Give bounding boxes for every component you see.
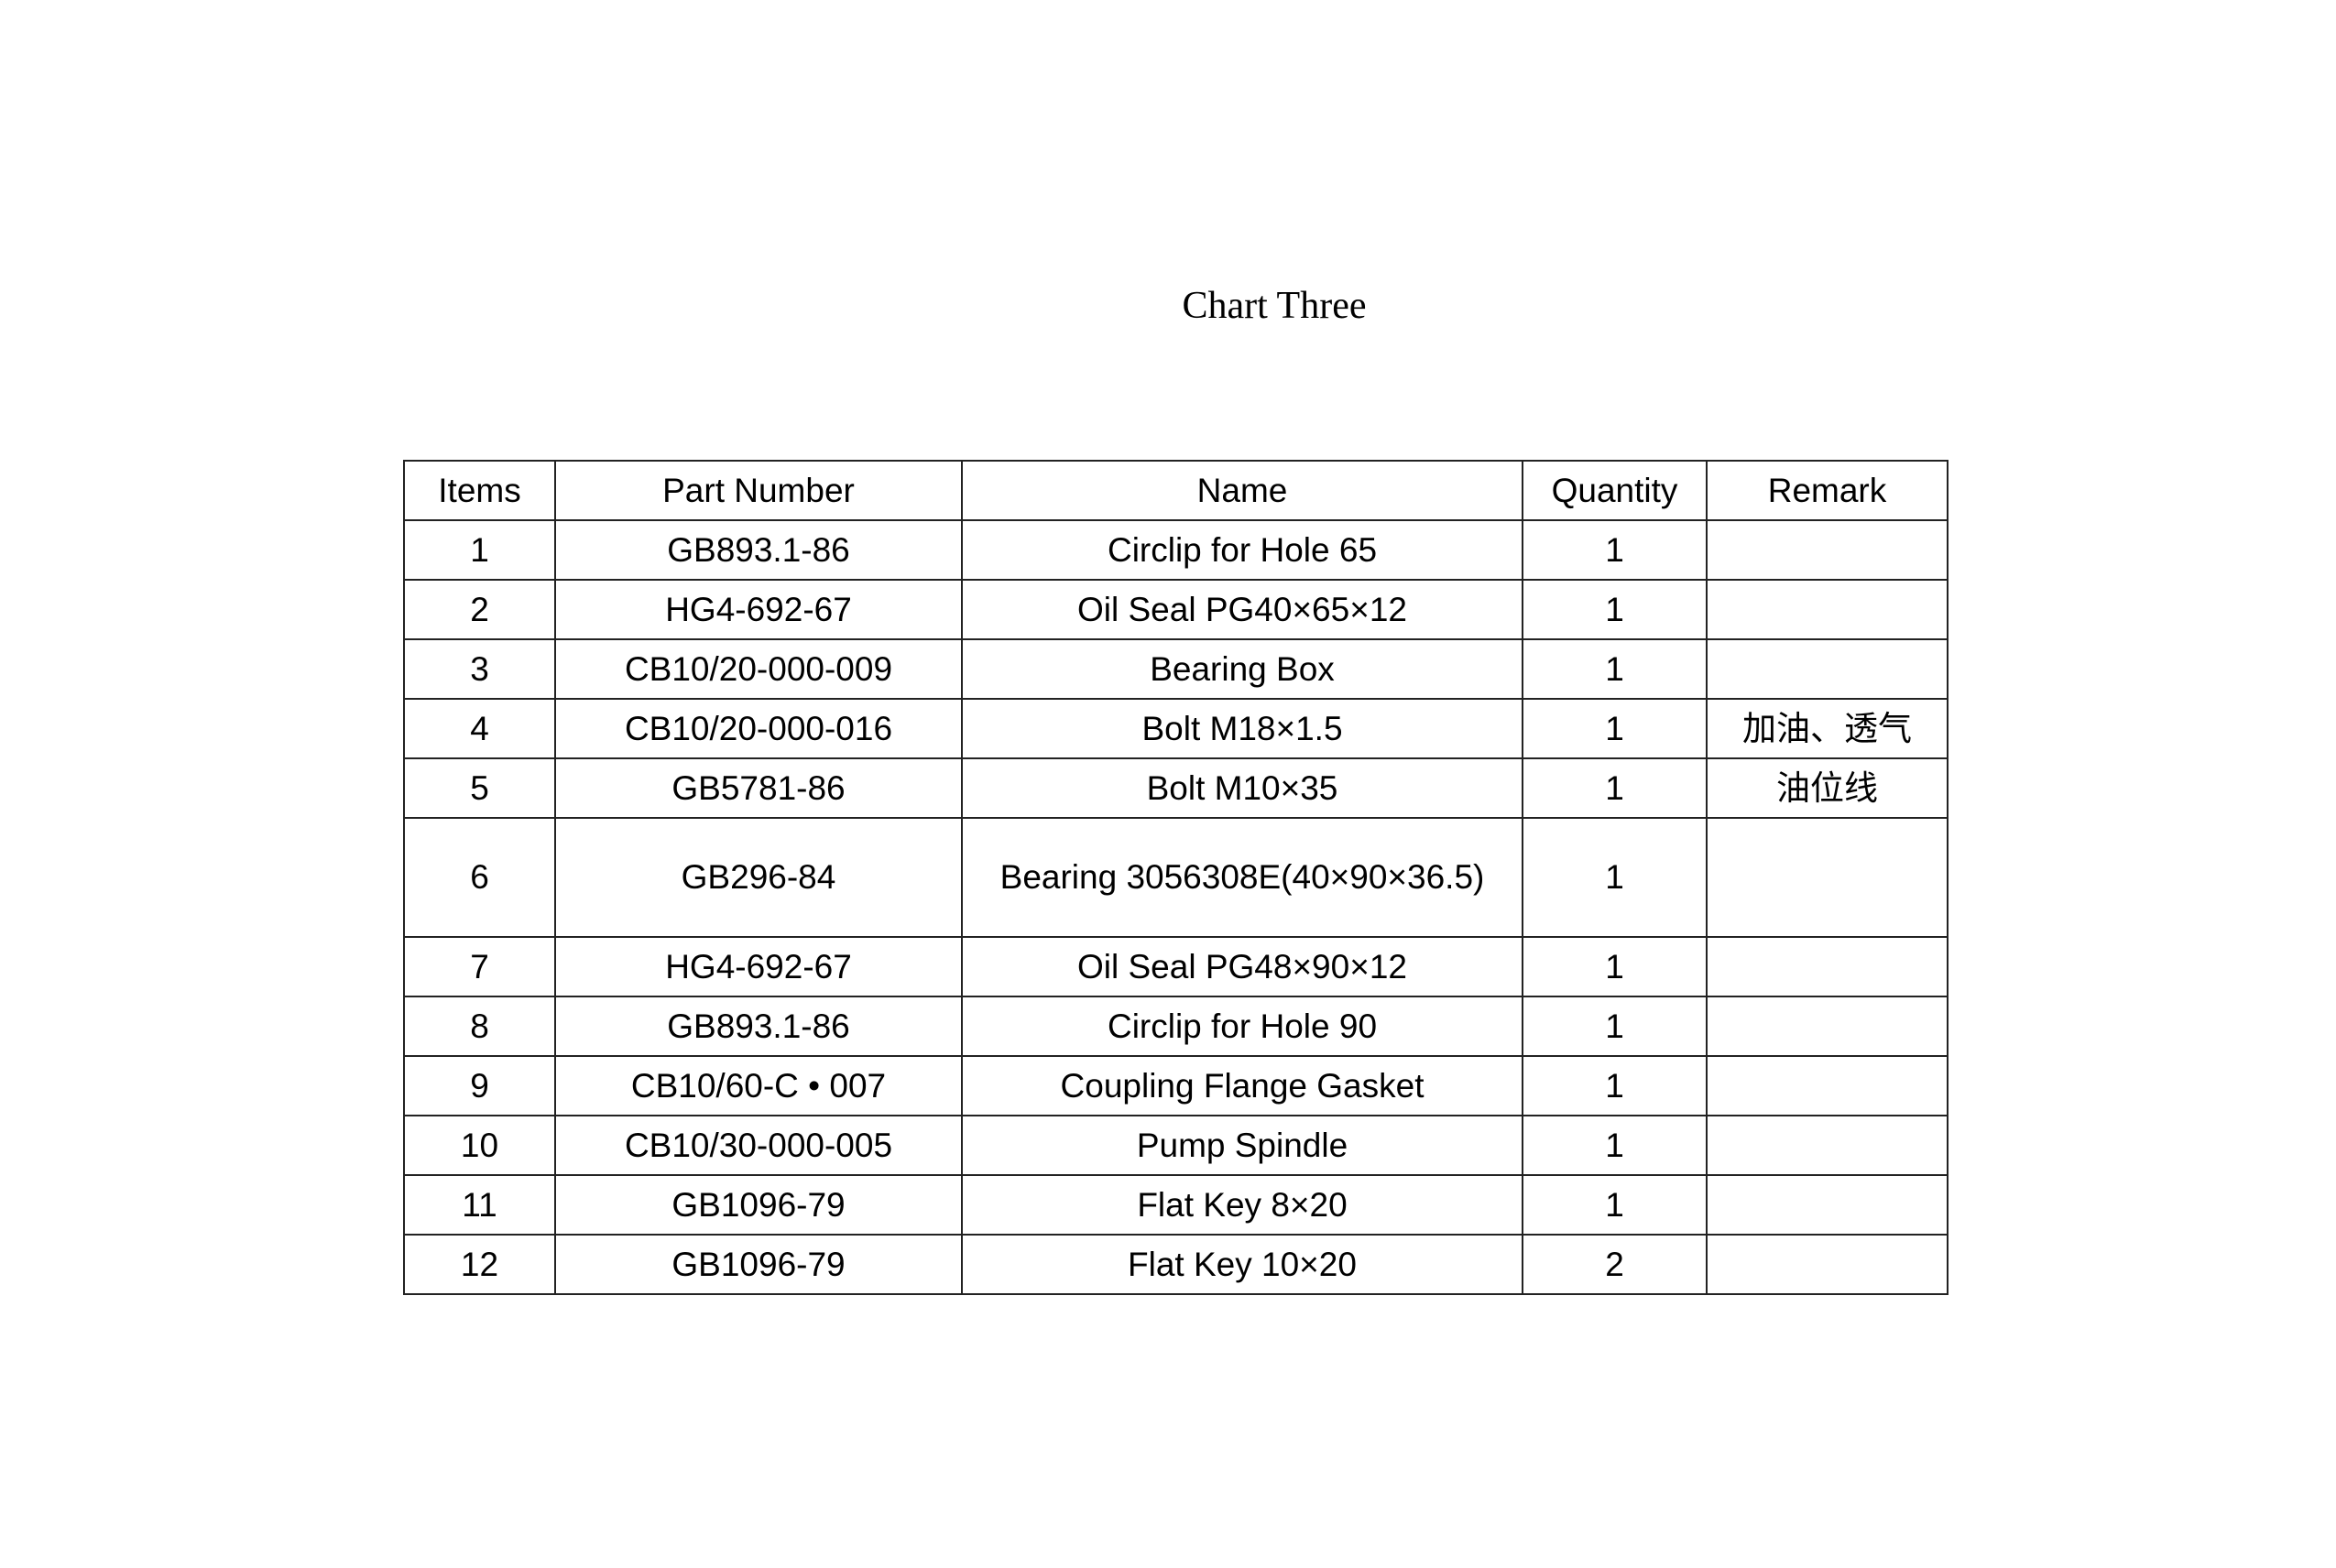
cell-item: 12 xyxy=(403,1234,556,1295)
cell-remark: 加油、透气 xyxy=(1706,698,1948,759)
cell-quantity: 1 xyxy=(1522,638,1708,700)
table-row: 9 CB10/60-C • 007 Coupling Flange Gasket 1 xyxy=(403,1055,1948,1116)
table-row: 2 HG4-692-67 Oil Seal PG40×65×12 1 xyxy=(403,579,1948,640)
header-remark: Remark xyxy=(1706,460,1948,521)
cell-item: 9 xyxy=(403,1055,556,1116)
cell-part-number: GB296-84 xyxy=(554,817,963,938)
cell-quantity: 1 xyxy=(1522,817,1708,938)
cell-quantity: 1 xyxy=(1522,579,1708,640)
cell-item: 1 xyxy=(403,519,556,581)
cell-part-number: CB10/20-000-009 xyxy=(554,638,963,700)
table-row: 1 GB893.1-86 Circlip for Hole 65 1 xyxy=(403,519,1948,581)
cell-name: Oil Seal PG40×65×12 xyxy=(961,579,1523,640)
table-row: 11 GB1096-79 Flat Key 8×20 1 xyxy=(403,1174,1948,1236)
cell-remark xyxy=(1706,1234,1948,1295)
document-title: Chart Three xyxy=(1182,285,1367,327)
cell-item: 7 xyxy=(403,936,556,997)
table-row: 7 HG4-692-67 Oil Seal PG48×90×12 1 xyxy=(403,936,1948,997)
cell-quantity: 1 xyxy=(1522,519,1708,581)
header-quantity: Quantity xyxy=(1522,460,1708,521)
cell-name: Bolt M10×35 xyxy=(961,757,1523,819)
cell-quantity: 1 xyxy=(1522,996,1708,1057)
cell-name: Circlip for Hole 90 xyxy=(961,996,1523,1057)
cell-part-number: GB1096-79 xyxy=(554,1234,963,1295)
cell-name: Circlip for Hole 65 xyxy=(961,519,1523,581)
table-row: 5 GB5781-86 Bolt M10×35 1 油位线 xyxy=(403,757,1948,819)
cell-item: 8 xyxy=(403,996,556,1057)
cell-remark: 油位线 xyxy=(1706,757,1948,819)
cell-part-number: CB10/60-C • 007 xyxy=(554,1055,963,1116)
cell-part-number: CB10/30-000-005 xyxy=(554,1115,963,1176)
cell-quantity: 2 xyxy=(1522,1234,1708,1295)
cell-remark xyxy=(1706,1115,1948,1176)
header-name: Name xyxy=(961,460,1523,521)
table-row: 4 CB10/20-000-016 Bolt M18×1.5 1 加油、透气 xyxy=(403,698,1948,759)
cell-remark xyxy=(1706,996,1948,1057)
table-row: 6 GB296-84 Bearing 3056308E(40×90×36.5) 1 xyxy=(403,817,1948,938)
cell-name: Flat Key 8×20 xyxy=(961,1174,1523,1236)
cell-item: 4 xyxy=(403,698,556,759)
cell-name: Coupling Flange Gasket xyxy=(961,1055,1523,1116)
cell-name: Flat Key 10×20 xyxy=(961,1234,1523,1295)
cell-item: 10 xyxy=(403,1115,556,1176)
cell-part-number: GB893.1-86 xyxy=(554,519,963,581)
cell-remark xyxy=(1706,817,1948,938)
cell-name: Pump Spindle xyxy=(961,1115,1523,1176)
cell-part-number: GB1096-79 xyxy=(554,1174,963,1236)
cell-remark xyxy=(1706,638,1948,700)
cell-name: Bearing Box xyxy=(961,638,1523,700)
cell-quantity: 1 xyxy=(1522,757,1708,819)
cell-quantity: 1 xyxy=(1522,1055,1708,1116)
cell-name: Bolt M18×1.5 xyxy=(961,698,1523,759)
cell-quantity: 1 xyxy=(1522,1174,1708,1236)
table-header-row: Items Part Number Name Quantity Remark xyxy=(403,460,1948,521)
cell-remark xyxy=(1706,936,1948,997)
parts-table: Items Part Number Name Quantity Remark 1… xyxy=(403,460,1948,1295)
cell-part-number: CB10/20-000-016 xyxy=(554,698,963,759)
cell-item: 5 xyxy=(403,757,556,819)
table-row: 3 CB10/20-000-009 Bearing Box 1 xyxy=(403,638,1948,700)
header-items: Items xyxy=(403,460,556,521)
cell-part-number: HG4-692-67 xyxy=(554,936,963,997)
cell-remark xyxy=(1706,579,1948,640)
cell-remark xyxy=(1706,1174,1948,1236)
header-part-number: Part Number xyxy=(554,460,963,521)
cell-name: Bearing 3056308E(40×90×36.5) xyxy=(961,817,1523,938)
table-row: 10 CB10/30-000-005 Pump Spindle 1 xyxy=(403,1115,1948,1176)
cell-item: 6 xyxy=(403,817,556,938)
cell-part-number: GB893.1-86 xyxy=(554,996,963,1057)
cell-item: 11 xyxy=(403,1174,556,1236)
cell-quantity: 1 xyxy=(1522,1115,1708,1176)
cell-quantity: 1 xyxy=(1522,698,1708,759)
cell-quantity: 1 xyxy=(1522,936,1708,997)
cell-item: 3 xyxy=(403,638,556,700)
table-row: 8 GB893.1-86 Circlip for Hole 90 1 xyxy=(403,996,1948,1057)
table-row: 12 GB1096-79 Flat Key 10×20 2 xyxy=(403,1234,1948,1295)
cell-part-number: GB5781-86 xyxy=(554,757,963,819)
cell-name: Oil Seal PG48×90×12 xyxy=(961,936,1523,997)
cell-item: 2 xyxy=(403,579,556,640)
cell-remark xyxy=(1706,519,1948,581)
cell-remark xyxy=(1706,1055,1948,1116)
cell-part-number: HG4-692-67 xyxy=(554,579,963,640)
